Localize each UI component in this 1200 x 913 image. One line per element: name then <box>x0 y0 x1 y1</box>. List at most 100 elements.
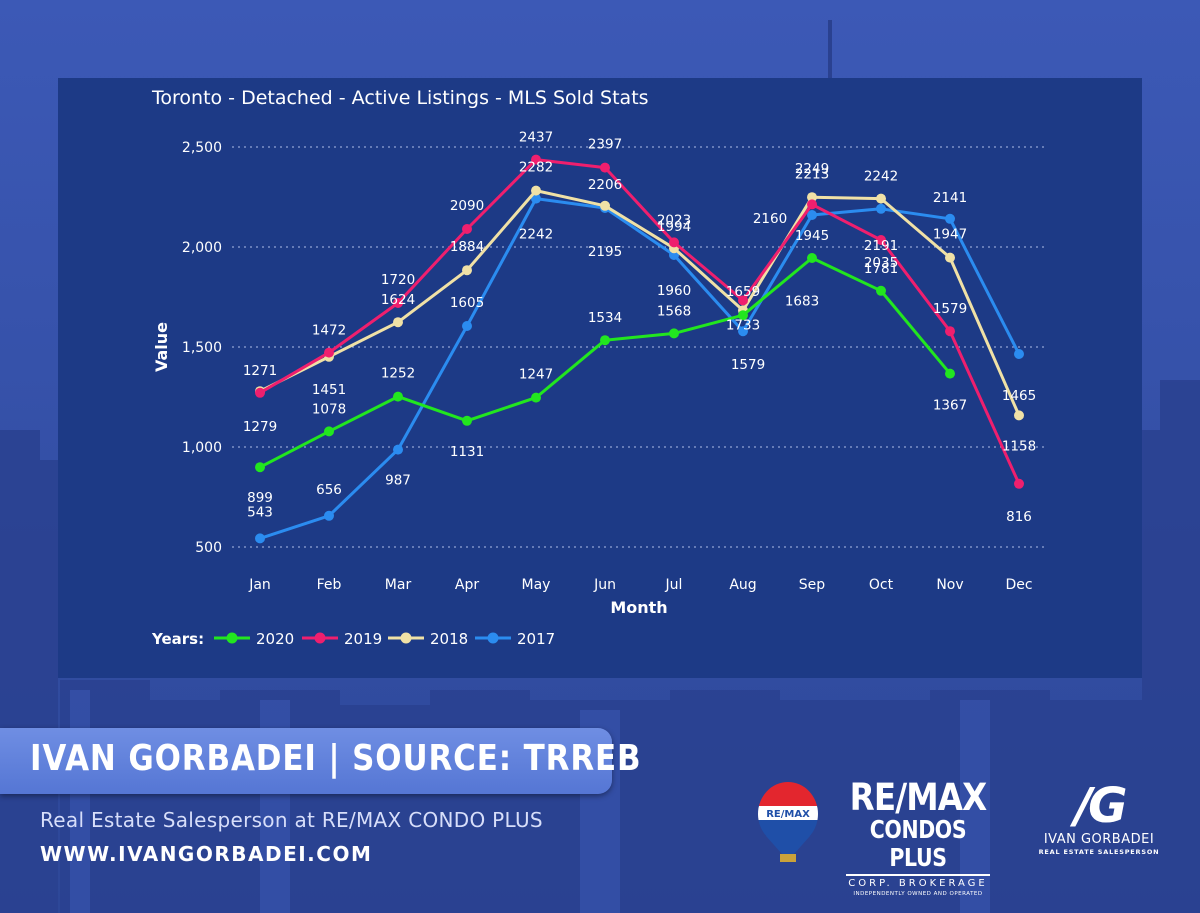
data-label-2017: 543 <box>247 504 273 520</box>
data-point-2018 <box>945 252 955 263</box>
data-label-2018: 1451 <box>312 382 346 398</box>
data-point-2020 <box>393 391 403 402</box>
data-label-2020: 1247 <box>519 367 553 383</box>
data-label-2020: 1252 <box>381 366 415 382</box>
data-label-2018: 2249 <box>795 161 829 177</box>
data-label-2018: 2206 <box>588 177 622 193</box>
data-label-2019: 2023 <box>657 212 691 228</box>
x-tick-label: Feb <box>317 577 342 593</box>
data-point-2019 <box>1014 478 1024 489</box>
x-tick-label: Dec <box>1005 577 1032 593</box>
data-point-2019 <box>600 162 610 173</box>
data-point-2019 <box>531 154 541 165</box>
data-label-2017: 1579 <box>731 357 765 373</box>
data-label-2020: 1659 <box>726 284 760 300</box>
data-label-2020: 1945 <box>795 228 829 244</box>
legend-swatch-dot <box>314 632 326 644</box>
data-label-2017: 656 <box>316 482 342 498</box>
data-label-2018: 1683 <box>785 293 819 309</box>
data-point-2017 <box>324 510 334 521</box>
banner-text: IVAN GORBADEI | SOURCE: TRREB <box>30 738 642 779</box>
data-label-2019: 2213 <box>795 166 829 182</box>
data-label-2017: 2141 <box>933 190 967 206</box>
data-point-2017 <box>255 533 265 544</box>
data-point-2020 <box>876 285 886 296</box>
data-label-2018: 1884 <box>450 239 484 255</box>
data-label-2018: 1624 <box>381 292 415 308</box>
data-point-2017 <box>876 203 886 214</box>
data-point-2019 <box>738 295 748 306</box>
data-point-2020 <box>531 392 541 403</box>
y-tick-label: 2,000 <box>182 240 222 256</box>
x-tick-label: Jun <box>593 577 616 593</box>
data-label-2017: 2242 <box>519 227 553 243</box>
x-tick-label: Oct <box>869 577 894 593</box>
data-point-2020 <box>324 426 334 437</box>
data-point-2020 <box>669 328 679 339</box>
data-label-2017: 2195 <box>588 244 622 260</box>
data-point-2018 <box>462 265 472 276</box>
x-tick-label: Sep <box>799 577 826 593</box>
legend-swatch-dot <box>400 632 412 644</box>
x-tick-label: Nov <box>936 577 963 593</box>
legend-item-2017: 2017 <box>517 630 555 648</box>
data-point-2018 <box>531 185 541 196</box>
x-tick-label: Mar <box>385 577 412 593</box>
data-label-2017: 2191 <box>864 238 898 254</box>
data-label-2019: 1271 <box>243 363 277 379</box>
data-label-2020: 1367 <box>933 398 967 414</box>
x-tick-label: Jul <box>665 577 683 593</box>
data-label-2018: 2242 <box>864 169 898 185</box>
data-label-2020: 1534 <box>588 310 622 326</box>
data-label-2019: 1733 <box>726 317 760 333</box>
website-link[interactable]: WWW.IVANGORBADEI.COM <box>40 842 373 866</box>
data-point-2017 <box>945 213 955 224</box>
data-label-2020: 1781 <box>864 261 898 277</box>
data-point-2020 <box>600 335 610 346</box>
data-point-2018 <box>600 200 610 211</box>
data-point-2020 <box>462 415 472 426</box>
data-point-2017 <box>738 326 748 337</box>
legend-item-2020: 2020 <box>256 630 294 648</box>
x-tick-label: May <box>522 577 551 593</box>
series-lines <box>255 154 1024 544</box>
data-point-2019 <box>255 387 265 398</box>
legend: Years: 2020 2019 2018 2017 <box>151 630 555 648</box>
y-tick-label: 1,500 <box>182 340 222 356</box>
x-tick-label: Aug <box>729 577 756 593</box>
data-label-2019: 2397 <box>588 137 622 153</box>
x-axis-title: Month <box>610 598 667 617</box>
legend-swatch-dot <box>226 632 238 644</box>
ivan-gorbadei-logo: /G IVAN GORBADEI REAL ESTATE SALESPERSON <box>1038 778 1160 856</box>
legend-title: Years: <box>151 630 204 648</box>
chart-title: Toronto - Detached - Active Listings - M… <box>151 87 649 109</box>
agent-subtitle: Real Estate Salesperson at RE/MAX CONDO … <box>40 808 543 832</box>
remax-condos-plus-logo: RE/MAX CONDOS PLUS CORP. BROKERAGE INDEP… <box>838 779 998 898</box>
data-label-2019: 816 <box>1006 509 1032 525</box>
data-point-2020 <box>255 462 265 473</box>
data-point-2019 <box>807 199 817 210</box>
gridlines <box>232 146 1045 548</box>
data-point-2019 <box>669 237 679 248</box>
data-point-2017 <box>462 321 472 331</box>
data-label-2020: 899 <box>247 490 273 506</box>
data-label-2018: 1947 <box>933 227 967 243</box>
data-point-2020 <box>738 310 748 321</box>
legend-swatch-dot <box>487 632 499 644</box>
svg-text:RE/MAX: RE/MAX <box>766 809 810 820</box>
legend-item-2018: 2018 <box>430 630 468 648</box>
data-label-2019: 2090 <box>450 198 484 214</box>
series-line-2019 <box>259 158 1021 485</box>
data-point-2017 <box>531 193 541 204</box>
data-label-2018: 1279 <box>243 419 277 435</box>
data-point-2018 <box>807 192 817 203</box>
data-label-2019: 1472 <box>312 323 346 339</box>
data-label-2017: 1960 <box>657 283 691 299</box>
data-label-2018: 1994 <box>657 219 691 235</box>
data-point-2018 <box>393 317 403 328</box>
y-tick-label: 500 <box>195 540 222 556</box>
author-banner: IVAN GORBADEI | SOURCE: TRREB <box>0 728 641 794</box>
series-line-2018 <box>259 189 1021 417</box>
data-point-2019 <box>324 347 334 358</box>
data-label-2017: 1465 <box>1002 388 1036 404</box>
